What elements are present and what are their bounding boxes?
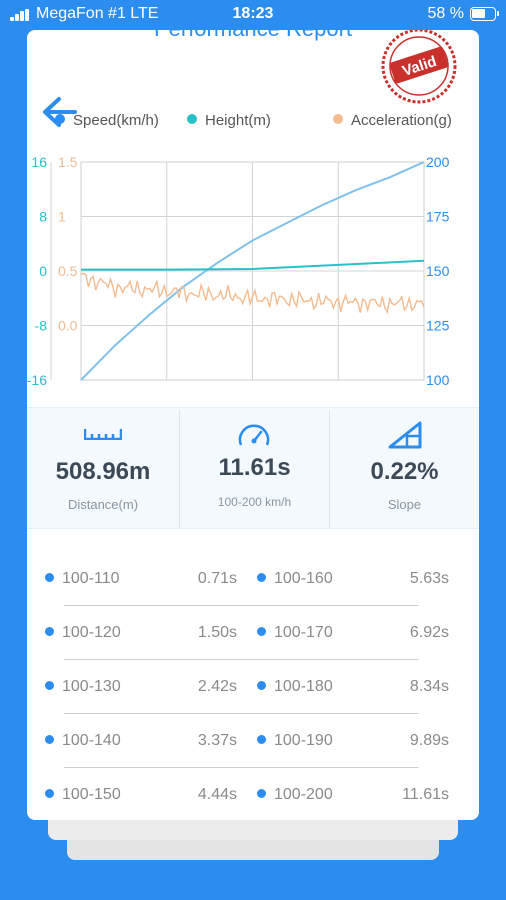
acceleration-tick-label: 0.0 (58, 318, 78, 334)
range-right: 100-190 (257, 732, 333, 762)
stats-panel: 508.96m Distance(m) 11.61s 100-200 km/h … (27, 407, 479, 529)
chart-legend: Speed(km/h) Height(m) Acceleration(g) (27, 112, 479, 134)
performance-chart: 16 8 0 -8 -16 1.5 1 0.5 0.0 200 175 150 125 100 (27, 154, 450, 388)
legend-speed-label: Speed(km/h) (73, 112, 159, 129)
height-tick-label: -8 (35, 318, 48, 334)
clock: 18:23 (232, 5, 274, 22)
speed-tick-label: 100 (426, 372, 450, 388)
legend-speed-swatch (55, 114, 65, 124)
row-divider (64, 713, 419, 714)
back-arrow-icon[interactable] (39, 94, 79, 130)
status-bar: MegaFon #1 LTE 18:23 58 % (0, 0, 506, 30)
legend-acceleration-label: Acceleration(g) (351, 112, 452, 129)
speed-tick-label: 150 (426, 263, 450, 279)
report-card: Performance Report Valid Speed(km/h) Hei… (27, 30, 479, 820)
battery-icon (470, 7, 499, 21)
slope-icon (388, 421, 422, 449)
page-title: Performance Report (27, 30, 479, 42)
row-divider (64, 767, 419, 768)
stat-distance-label: Distance(m) (67, 497, 139, 512)
speed-series-line (80, 161, 425, 381)
range-right: 100-180 (257, 678, 333, 708)
height-tick-label: -16 (27, 372, 47, 388)
valid-stamp-icon: Valid (381, 30, 457, 104)
stat-divider (179, 410, 180, 528)
ruler-icon (84, 429, 122, 440)
time-left: 0.71s (197, 570, 237, 587)
range-left: 100-140 (45, 732, 121, 762)
row-divider (64, 605, 419, 606)
stat-time: 11.61s 100-200 km/h (180, 408, 329, 530)
stat-distance: 508.96m Distance(m) (27, 408, 179, 530)
time-left: 2.42s (197, 678, 237, 695)
time-right: 9.89s (409, 732, 449, 749)
list-item: 100-140 3.37s 100-190 9.89s (27, 732, 479, 786)
speed-tick-label: 125 (426, 318, 450, 334)
speedometer-icon (238, 424, 270, 446)
range-left: 100-110 (45, 570, 120, 600)
row-divider (64, 659, 419, 660)
time-left: 1.50s (197, 624, 237, 641)
range-right: 100-160 (257, 570, 333, 600)
range-left: 100-120 (45, 624, 121, 654)
stat-time-label: 100-200 km/h (217, 495, 292, 509)
legend-speed: Speed(km/h) (55, 112, 159, 129)
legend-height: Height(m) (187, 112, 271, 129)
range-right: 100-200 (257, 786, 333, 816)
time-left: 3.37s (197, 732, 237, 749)
time-left: 4.44s (197, 786, 237, 803)
acceleration-tick-label: 0.5 (58, 263, 78, 279)
stat-slope-label: Slope (387, 497, 422, 512)
speed-tick-label: 175 (426, 209, 450, 225)
time-right: 5.63s (409, 570, 449, 587)
height-tick-label: 16 (31, 154, 47, 170)
range-right: 100-170 (257, 624, 333, 654)
acceleration-tick-label: 1 (58, 209, 66, 225)
list-item: 100-120 1.50s 100-170 6.92s (27, 624, 479, 678)
carrier-label: MegaFon #1 LTE (36, 5, 159, 22)
signal-icon (10, 9, 30, 21)
stat-time-value: 11.61s (218, 454, 291, 481)
time-right: 11.61s (402, 786, 449, 803)
speed-tick-label: 200 (426, 154, 450, 170)
legend-height-swatch (187, 114, 197, 124)
legend-acceleration-swatch (333, 114, 343, 124)
range-left: 100-150 (45, 786, 121, 816)
battery-percent: 58 % (427, 5, 464, 22)
stat-slope: 0.22% Slope (330, 408, 479, 530)
list-item: 100-110 0.71s 100-160 5.63s (27, 570, 479, 624)
height-tick-label: 8 (39, 209, 47, 225)
time-right: 8.34s (409, 678, 449, 695)
acceleration-series-line (80, 272, 425, 315)
legend-acceleration: Acceleration(g) (333, 112, 452, 129)
list-item: 100-130 2.42s 100-180 8.34s (27, 678, 479, 732)
stat-slope-value: 0.22% (370, 458, 439, 485)
stat-divider (329, 410, 330, 528)
range-left: 100-130 (45, 678, 121, 708)
acceleration-tick-label: 1.5 (58, 154, 78, 170)
legend-height-label: Height(m) (205, 112, 271, 129)
list-item: 100-150 4.44s 100-200 11.61s (27, 786, 479, 820)
height-tick-label: 0 (39, 263, 47, 279)
height-series-line (81, 259, 425, 271)
stat-distance-value: 508.96m (55, 458, 151, 485)
time-right: 6.92s (409, 624, 449, 641)
